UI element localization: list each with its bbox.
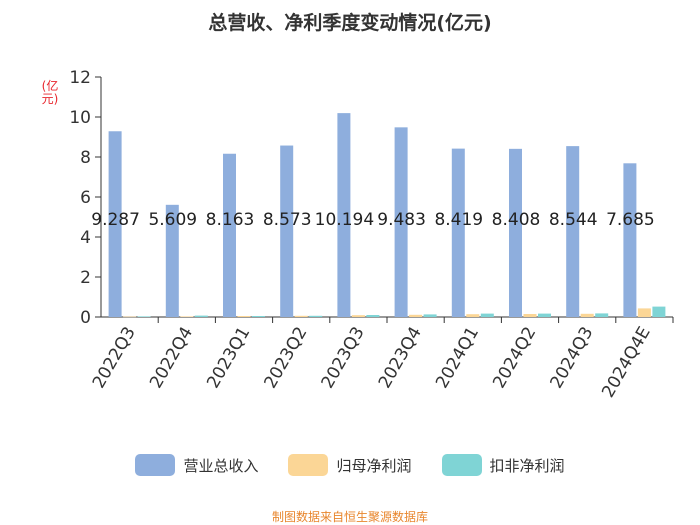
y-tick-label: 10 xyxy=(69,108,91,128)
bar-net-profit-2022Q4 xyxy=(180,316,194,317)
x-tick-label-2024Q3: 2024Q3 xyxy=(546,324,597,392)
bar-revenue-2023Q3 xyxy=(337,113,351,318)
bar-deducted-profit-2023Q3 xyxy=(366,315,380,317)
bar-revenue-2024Q4E xyxy=(623,163,637,317)
chart: 0 2 4 6 8 10 12 9.287 2022Q3 5.609 2022Q4 8.163 2023… xyxy=(69,68,674,402)
chart-title: 总营收、净利季度变动情况(亿元) xyxy=(208,12,492,34)
bar-net-profit-2024Q2 xyxy=(523,314,537,317)
source-note: 制图数据来自恒生聚源数据库 xyxy=(271,510,428,524)
x-tick-label-2023Q1: 2023Q1 xyxy=(203,324,254,392)
legend-swatch-deducted-profit xyxy=(441,454,482,476)
bar-deducted-profit-2024Q2 xyxy=(538,313,551,317)
bar-net-profit-2023Q3 xyxy=(351,315,365,317)
data-label-2024Q2: 8.408 xyxy=(492,210,541,230)
bar-net-profit-2023Q1 xyxy=(237,316,251,317)
bar-deducted-profit-2024Q1 xyxy=(480,313,494,317)
data-label-2022Q4: 5.609 xyxy=(148,210,197,230)
data-label-2024Q3: 8.544 xyxy=(549,210,598,230)
bar-net-profit-2024Q3 xyxy=(580,313,594,317)
x-tick-label-2024Q4E: 2024Q4E xyxy=(598,324,654,402)
bar-deducted-profit-2022Q4 xyxy=(194,315,208,317)
bar-deducted-profit-2023Q1 xyxy=(252,316,265,317)
data-label-2023Q2: 8.573 xyxy=(263,210,312,230)
bar-revenue-2024Q2 xyxy=(509,148,522,317)
legend-swatch-net-profit xyxy=(288,454,329,476)
legend-swatch-revenue xyxy=(135,454,176,476)
bar-revenue-2022Q4 xyxy=(165,204,179,317)
legend: 营业总收入 归母净利润 扣非净利润 xyxy=(0,454,700,476)
data-label-2023Q1: 8.163 xyxy=(206,210,255,230)
bar-deducted-profit-2024Q3 xyxy=(595,313,609,317)
data-label-2024Q1: 8.419 xyxy=(434,210,483,230)
bar-net-profit-2024Q4E xyxy=(637,308,651,317)
bar-deducted-profit-2023Q4 xyxy=(423,314,437,317)
x-tick-label-2024Q1: 2024Q1 xyxy=(432,324,483,392)
y-tick-label: 4 xyxy=(80,228,91,248)
x-tick-label-2022Q3: 2022Q3 xyxy=(89,324,140,392)
x-tick-label-2023Q4: 2023Q4 xyxy=(375,324,426,392)
x-tick-label-2023Q2: 2023Q2 xyxy=(260,324,311,392)
bar-revenue-2024Q3 xyxy=(566,146,580,317)
x-tick-label-2024Q2: 2024Q2 xyxy=(489,324,540,392)
legend-label-revenue: 营业总收入 xyxy=(183,456,259,475)
bar-net-profit-2024Q1 xyxy=(466,314,480,317)
data-label-2023Q3: 10.194 xyxy=(315,210,374,230)
bar-revenue-2023Q4 xyxy=(394,127,408,317)
legend-item-net-profit[interactable]: 归母净利润 xyxy=(288,454,412,476)
bar-revenue-2023Q2 xyxy=(280,145,294,317)
y-tick-label: 6 xyxy=(80,188,91,208)
legend-label-deducted-profit: 扣非净利润 xyxy=(489,456,565,475)
bar-revenue-2023Q1 xyxy=(223,153,236,317)
bar-revenue-2024Q1 xyxy=(451,148,465,317)
x-tick-label-2023Q3: 2023Q3 xyxy=(318,324,369,392)
legend-label-net-profit: 归母净利润 xyxy=(336,456,412,475)
data-label-2023Q4: 9.483 xyxy=(377,210,426,230)
bar-net-profit-2023Q4 xyxy=(409,314,423,317)
data-label-2024Q4E: 7.685 xyxy=(606,210,655,230)
y-tick-label: 8 xyxy=(80,148,91,168)
data-label-2022Q3: 9.287 xyxy=(91,210,140,230)
y-axis-unit: (亿元) xyxy=(41,79,59,106)
bar-deducted-profit-2023Q2 xyxy=(309,315,323,317)
x-tick-label-2022Q4: 2022Q4 xyxy=(146,324,197,392)
bar-revenue-2022Q3 xyxy=(108,131,122,317)
bar-net-profit-2022Q3 xyxy=(123,316,137,318)
bar-net-profit-2023Q2 xyxy=(294,315,308,317)
y-tick-label: 0 xyxy=(80,308,91,328)
legend-item-revenue[interactable]: 营业总收入 xyxy=(135,454,258,476)
y-tick-label: 12 xyxy=(69,68,91,88)
bar-deducted-profit-2022Q3 xyxy=(137,316,151,317)
legend-item-deducted-profit[interactable]: 扣非净利润 xyxy=(441,454,565,476)
bar-deducted-profit-2024Q4E xyxy=(652,306,666,317)
y-tick-label: 2 xyxy=(80,268,91,288)
